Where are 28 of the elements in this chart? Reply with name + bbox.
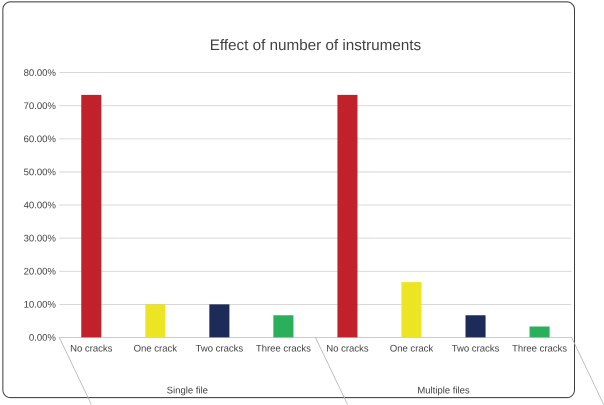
x-tick-label: No cracks [70, 344, 112, 352]
bar [401, 282, 422, 338]
y-tick-label: 80.00% [24, 69, 56, 76]
x-tick-label: One crack [390, 344, 434, 352]
text: Single file [167, 386, 208, 396]
y-tick-label: 60.00% [24, 136, 56, 142]
text: Multiple files [418, 386, 470, 396]
bar [337, 94, 358, 338]
x-tick-label: Two cracks [452, 344, 499, 352]
y-tick-label: 70.00% [24, 102, 56, 110]
x-tick-label: Two cracks [196, 344, 243, 352]
bar [273, 315, 294, 338]
chart-title: Effect of number of instruments [210, 39, 421, 50]
x-tick-label: One crack [134, 344, 178, 352]
y-tick-label: 30.00% [24, 234, 56, 242]
y-tick-label: 40.00% [24, 202, 56, 209]
x-tick-label: No cracks [327, 344, 368, 352]
bar [466, 315, 486, 338]
y-tick-label: 0.00% [29, 334, 56, 341]
y-tick-label: 10.00% [24, 301, 56, 308]
x-tick-label: Three cracks [512, 344, 567, 352]
y-tick-label: 50.00% [24, 168, 56, 176]
bar [209, 304, 230, 338]
y-tick-label: 20.00% [24, 268, 56, 275]
x-tick-label: Three cracks [256, 344, 311, 352]
bar [81, 94, 102, 338]
bar [145, 304, 166, 338]
bar [530, 326, 550, 338]
